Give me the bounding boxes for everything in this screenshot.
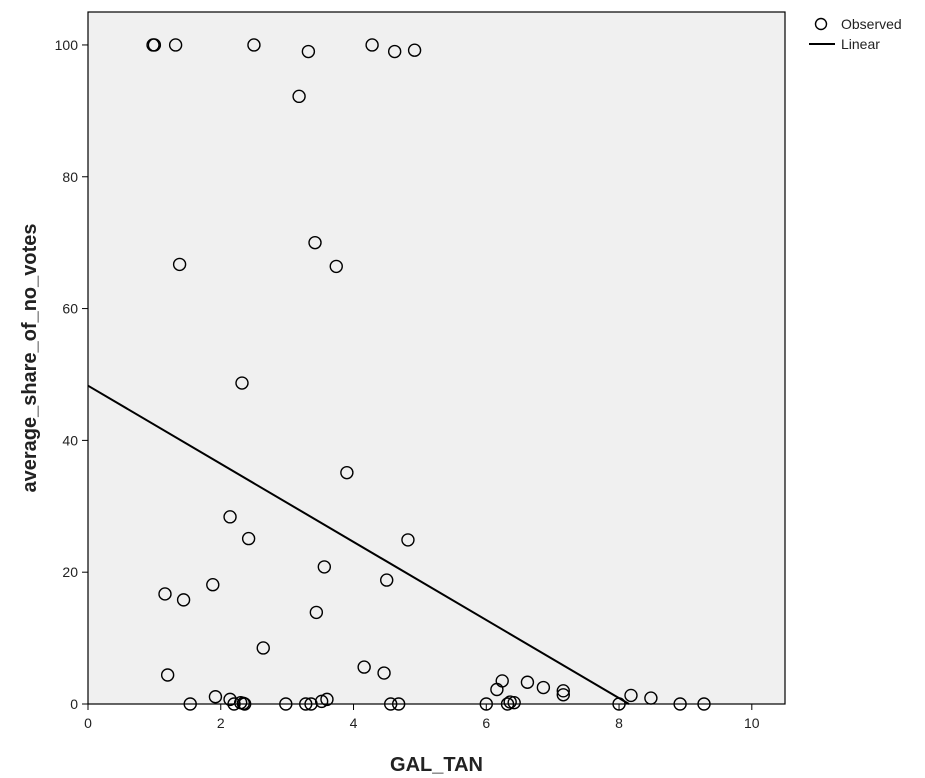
data-point — [490, 682, 504, 697]
data-point — [391, 697, 406, 711]
data-point — [304, 697, 318, 711]
y-axis-title: average_share_of_no_votes — [19, 223, 41, 492]
data-point — [673, 697, 687, 711]
data-point — [168, 38, 183, 52]
data-point — [256, 641, 270, 655]
data-point — [183, 697, 197, 711]
data-point — [644, 691, 658, 705]
data-point — [299, 697, 313, 711]
fit-line — [87, 384, 630, 705]
legend-linear-label: Linear — [841, 36, 880, 52]
x-tick-label: 2 — [217, 715, 225, 731]
line-layer — [87, 384, 630, 705]
data-point — [500, 697, 515, 711]
data-point — [365, 38, 379, 52]
data-point — [357, 660, 371, 674]
y-tick-label: 100 — [55, 37, 79, 53]
x-tick-label: 6 — [482, 715, 490, 731]
plot-area — [87, 11, 786, 705]
y-tick-label: 80 — [62, 169, 78, 185]
data-point — [235, 376, 249, 390]
data-point — [147, 38, 162, 52]
data-point — [208, 690, 223, 704]
data-point — [206, 578, 220, 592]
legend-observed-icon — [814, 17, 828, 31]
data-point — [329, 259, 343, 274]
data-point — [241, 531, 256, 546]
data-point — [536, 680, 551, 695]
legend-observed-label: Observed — [841, 16, 902, 32]
data-point — [301, 44, 316, 59]
data-point — [308, 235, 322, 250]
x-tick-label: 0 — [84, 715, 92, 731]
legend: Observed Linear — [809, 16, 902, 52]
data-point — [340, 465, 354, 480]
x-axis-title: GAL_TAN — [390, 754, 483, 776]
data-point — [479, 697, 493, 711]
x-tick-label: 10 — [744, 715, 760, 731]
data-point — [317, 560, 332, 574]
data-point — [247, 38, 261, 52]
data-point — [223, 510, 237, 524]
data-point — [377, 666, 391, 680]
data-point — [172, 257, 187, 272]
data-point — [292, 89, 306, 104]
data-point — [556, 684, 570, 698]
data-point — [507, 695, 521, 710]
data-point — [387, 44, 402, 59]
data-point — [697, 697, 711, 711]
y-tick-label: 60 — [62, 301, 78, 317]
y-tick-label: 40 — [62, 432, 78, 448]
data-point — [227, 697, 241, 711]
data-point — [279, 697, 293, 711]
points-layer — [146, 38, 711, 711]
data-point — [401, 533, 415, 547]
x-tick-label: 4 — [350, 715, 358, 731]
data-point — [160, 668, 175, 682]
y-tick-label: 20 — [62, 564, 78, 580]
plot-layer — [87, 11, 786, 705]
data-point — [407, 43, 422, 57]
x-tick-label: 8 — [615, 715, 623, 731]
data-point — [624, 688, 638, 703]
data-point — [520, 675, 535, 689]
data-point — [383, 697, 398, 711]
data-point — [309, 605, 324, 620]
axis-layer: 0 20 40 60 80 100 0 2 4 6 8 10 GAL_TAN average_share_… — [19, 37, 760, 776]
data-point — [556, 688, 570, 702]
data-point — [380, 573, 394, 587]
data-point — [237, 697, 252, 711]
data-point — [176, 593, 191, 607]
data-point — [158, 587, 172, 601]
y-tick-label: 0 — [70, 696, 78, 712]
